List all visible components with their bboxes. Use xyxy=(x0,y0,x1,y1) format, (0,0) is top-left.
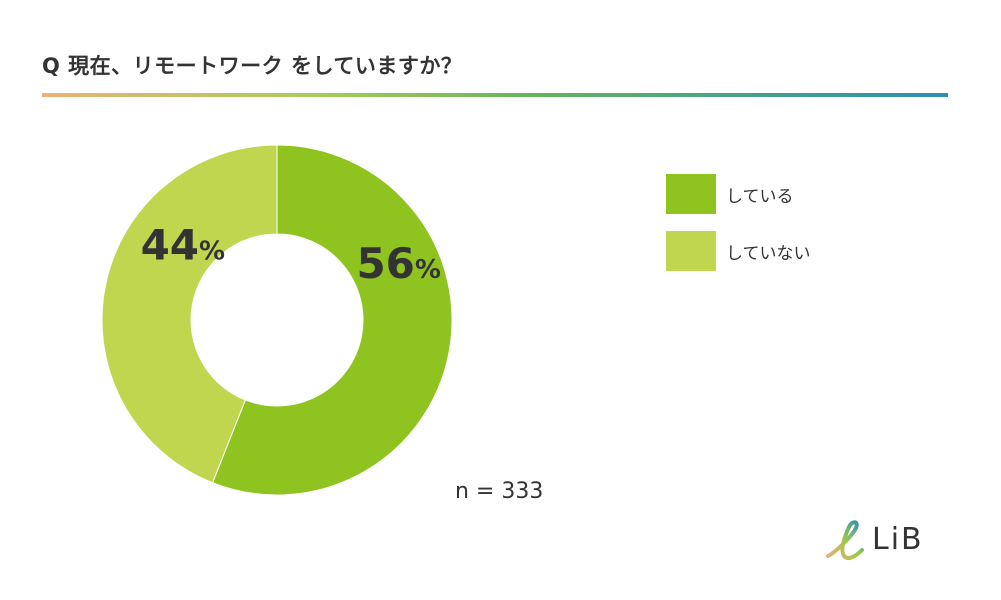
data-label-unit-not-doing: % xyxy=(199,237,225,267)
slice-not-doing xyxy=(101,144,278,484)
data-label-doing: 56% xyxy=(356,239,441,288)
legend-label-not-doing: していない xyxy=(726,243,811,264)
page-title: Q 現在、リモートワーク をしていますか？ xyxy=(42,54,463,78)
legend-item-not-doing: していない xyxy=(666,231,811,271)
slice-doing xyxy=(211,144,453,496)
data-label-value-doing: 56 xyxy=(356,239,414,288)
legend-swatch-not-doing xyxy=(666,231,716,271)
chart-legend: している していない xyxy=(666,174,811,288)
data-label-not-doing: 44% xyxy=(141,221,226,270)
legend-label-doing: している xyxy=(726,186,794,207)
brand-logo: LiB xyxy=(822,518,942,564)
data-label-unit-doing: % xyxy=(415,255,441,285)
title-divider xyxy=(42,93,948,97)
legend-item-doing: している xyxy=(666,174,811,214)
data-label-value-not-doing: 44 xyxy=(141,221,199,270)
lib-logo-icon xyxy=(826,520,864,561)
brand-name: LiB xyxy=(872,522,924,557)
legend-swatch-doing xyxy=(666,174,716,214)
sample-size-label: n = 333 xyxy=(455,479,544,504)
